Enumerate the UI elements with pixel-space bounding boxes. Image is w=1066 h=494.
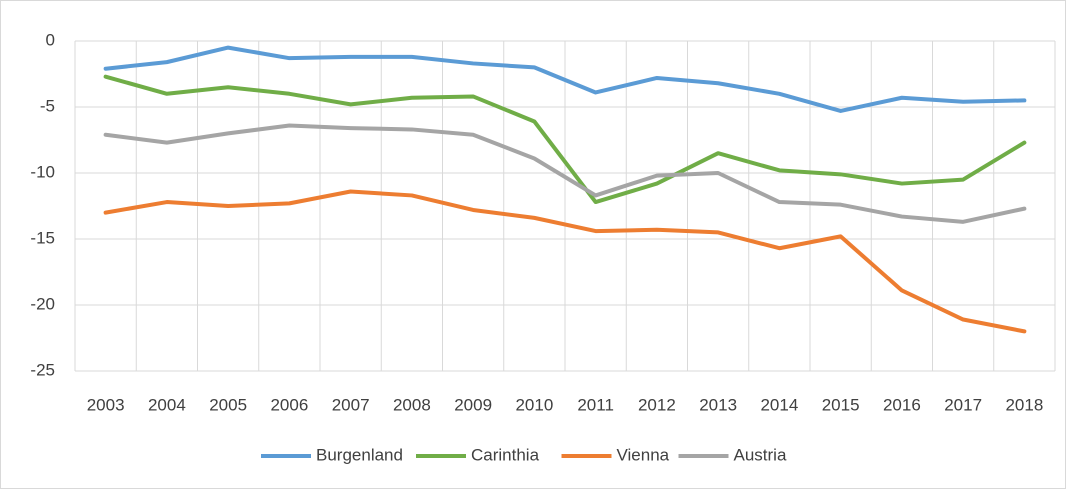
series-line xyxy=(103,189,1027,334)
legend-label: Vienna xyxy=(617,445,670,464)
x-tick-label: 2012 xyxy=(638,395,676,414)
x-tick-label: 2015 xyxy=(822,395,860,414)
x-tick-label: 2011 xyxy=(577,395,614,414)
x-tick-label: 2006 xyxy=(270,395,308,414)
y-tick-label: -25 xyxy=(30,360,55,379)
x-tick-label: 2014 xyxy=(760,395,798,414)
x-tick-label: 2003 xyxy=(87,395,125,414)
y-tick-label: -15 xyxy=(30,228,55,247)
series-line xyxy=(103,74,1027,205)
series-line xyxy=(103,45,1027,113)
x-tick-label: 2007 xyxy=(332,395,370,414)
x-tick-label: 2009 xyxy=(454,395,492,414)
series-line xyxy=(103,123,1027,224)
x-tick-label: 2008 xyxy=(393,395,431,414)
x-tick-label: 2016 xyxy=(883,395,921,414)
y-tick-label: -20 xyxy=(30,294,55,313)
legend-label: Austria xyxy=(734,445,787,464)
x-tick-label: 2005 xyxy=(209,395,247,414)
x-tick-label: 2004 xyxy=(148,395,186,414)
x-tick-label: 2017 xyxy=(944,395,982,414)
y-tick-label: -10 xyxy=(30,162,55,181)
x-tick-label: 2018 xyxy=(1005,395,1043,414)
y-tick-label: -5 xyxy=(40,96,55,115)
x-tick-label: 2013 xyxy=(699,395,737,414)
x-tick-label: 2010 xyxy=(515,395,553,414)
y-tick-label: 0 xyxy=(46,30,55,49)
legend-label: Carinthia xyxy=(471,445,540,464)
legend-label: Burgenland xyxy=(316,445,403,464)
